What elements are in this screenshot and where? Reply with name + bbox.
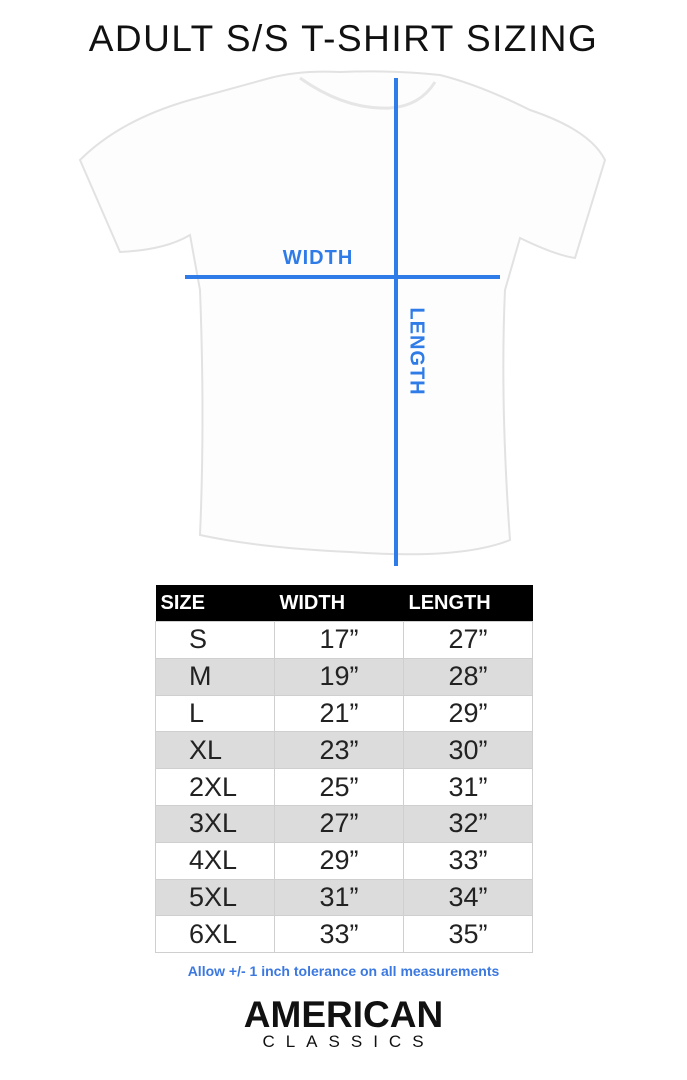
size-cell: 4XL [155,841,275,880]
table-row: 5XL 31” 34” [155,878,533,917]
width-cell: 25” [274,768,404,806]
size-cell: 6XL [155,915,275,954]
width-cell: 21” [274,694,404,733]
size-cell: L [155,694,275,733]
header-width: WIDTH [274,585,404,622]
length-cell: 31” [403,768,533,806]
t-shirt-collar [299,76,437,110]
width-cell: 31” [274,878,404,917]
page-title: ADULT S/S T-SHIRT SIZING [88,18,599,59]
length-cell: 28” [403,657,533,696]
table-row: M 19” 28” [155,657,533,696]
table-row: S 17” 27” [155,621,533,659]
size-cell: M [155,657,275,696]
size-cell: 3XL [155,804,275,843]
length-cell: 34” [403,878,533,917]
width-cell: 33” [274,915,404,954]
length-cell: 27” [403,621,533,659]
size-cell: XL [155,731,275,770]
width-label: WIDTH [282,247,354,269]
table-row: L 21” 29” [155,694,533,733]
table-row: 6XL 33” 35” [155,915,533,954]
length-cell: 32” [403,804,533,843]
length-cell: 33” [403,841,533,880]
tolerance-note: Allow +/- 1 inch tolerance on all measur… [187,963,500,979]
size-cell: S [155,621,275,659]
header-size: SIZE [155,585,275,622]
table-row: 2XL 25” 31” [155,768,533,806]
logo-american: AMERICAN [243,994,444,1035]
logo-classics: CLASSICS [262,1032,435,1051]
t-shirt-shape [78,70,607,556]
table-row: XL 23” 30” [155,731,533,770]
t-shirt-diagram [78,70,607,566]
width-cell: 19” [274,657,404,696]
length-cell: 30” [403,731,533,770]
size-cell: 5XL [155,878,275,917]
size-cell: 2XL [155,768,275,806]
width-cell: 23” [274,731,404,770]
table-row: 4XL 29” 33” [155,841,533,880]
width-cell: 17” [274,621,404,659]
width-cell: 29” [274,841,404,880]
length-cell: 35” [403,915,533,954]
size-table: SIZE WIDTH LENGTH S 17” 27” M 19” 28” L 21” 29” X… [155,585,533,954]
table-row: 3XL 27” 32” [155,804,533,843]
length-cell: 29” [403,694,533,733]
header-length: LENGTH [403,585,533,622]
width-cell: 27” [274,804,404,843]
length-label: LENGTH [405,307,428,396]
